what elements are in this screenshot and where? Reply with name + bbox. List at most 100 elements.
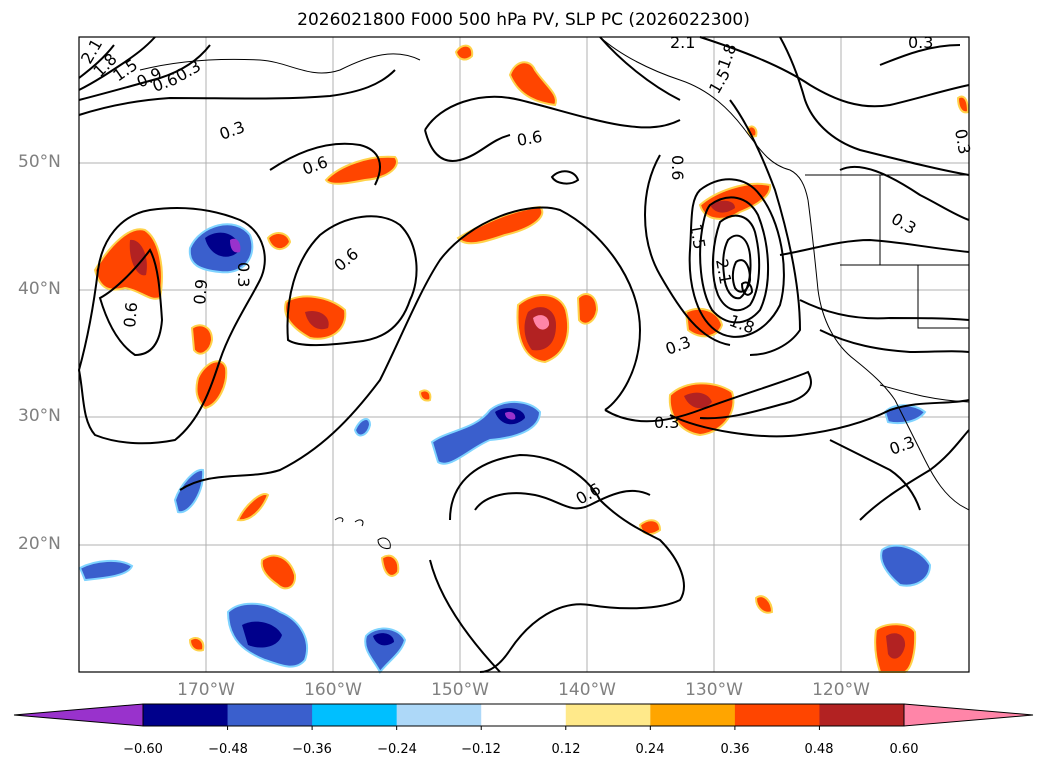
slp-contour-line [78,69,396,116]
slp-contour-line [839,165,970,221]
pv-pos-blob [956,95,970,114]
slp-contour-line [78,44,211,101]
colorbar-extend-high [903,703,1034,727]
lat-tick-label: 30°N [18,406,61,426]
coastline-bc-coast [744,129,809,201]
colorbar-segment [143,704,229,726]
pv-pos-blob [684,392,712,409]
colorbar-tick-label: −0.36 [292,742,332,757]
colorbar-tick-label: 0.12 [551,742,581,757]
pv-pos-blob [418,389,432,402]
contour-label: 0.6 [120,301,141,328]
pv-negative-fills [78,223,932,674]
slp-contour-line [779,36,970,176]
coastline-alaska-panhandle [599,36,746,131]
colorbar-tick-label: −0.24 [377,742,417,757]
colorbar-segment [396,704,482,726]
slp-contour-line [669,399,970,438]
pv-pos-blob [886,633,906,659]
colorbar-segment [312,704,398,726]
slp-contour-line [78,44,115,79]
slp-contour-line [98,248,164,357]
lat-tick-label: 20°N [18,534,61,554]
border-us-mexico [879,384,970,403]
colorbar-segment [481,704,567,726]
slp-contours [77,36,970,673]
slp-contour-line [78,36,156,91]
pv-positive-fills [93,44,970,673]
colorbar-tick-label: 0.24 [635,742,665,757]
pv-neg-blob [505,411,516,420]
pv-pos-blob [188,637,205,652]
lon-tick-label: 140°W [558,680,616,700]
coastline-us-west [807,199,896,401]
colorbar-tick-label: −0.12 [461,742,501,757]
contour-label: 1.5 [686,222,709,250]
gridlines [79,37,969,672]
pv-pos-blob [533,315,550,330]
coastline-aleutians [139,53,421,74]
lon-tick-label: 150°W [431,680,489,700]
slp-contour-line [740,281,754,296]
colorbar-tick-label: 0.36 [720,742,750,757]
slp-contour-line [729,99,802,356]
coastline-hawaii [334,517,391,549]
lon-tick-label: 130°W [685,680,743,700]
lon-tick-label: 170°W [177,680,235,700]
slp-contour-line [688,178,785,338]
pv-pos-blob [305,310,329,330]
slp-contour-line [550,170,580,185]
pv-neg-blob [880,544,932,587]
colorbar-tick-label: 0.48 [804,742,834,757]
slp-contour-line [77,207,266,445]
colorbar-segment [734,704,820,726]
pv-neg-blob [78,560,134,582]
coastline-baja [894,399,970,511]
slp-contour-line [699,196,770,324]
colorbar-segment [565,704,651,726]
slp-contour-line [424,129,511,162]
slp-contour-line [449,453,685,673]
contour-label: 0.6 [515,127,543,150]
pv-pos-blob [454,44,474,61]
slp-contour-line [599,36,681,101]
pv-pos-blob [710,200,735,213]
slp-contour-line [779,238,970,256]
pv-neg-blob [373,633,394,646]
slp-contour-line [179,206,642,491]
slp-contour-line [286,215,418,347]
lat-tick-label: 50°N [18,152,61,172]
colorbar-outline [142,703,905,727]
slp-contour-line [829,439,921,511]
slp-contour-line [474,489,651,511]
slp-contour-line [644,154,731,346]
contour-label: 2.1 [670,33,695,52]
lon-tick-label: 160°W [304,680,362,700]
slp-contour-line [269,142,381,186]
coastlines [139,36,970,549]
contour-label: 0.3 [908,33,933,52]
pv-pos-blob [754,595,774,614]
slp-contour-line [604,370,812,423]
colorbar-segment [650,704,736,726]
slp-contour-line [799,299,970,321]
pv-pos-blob [129,239,147,276]
slp-contour-line [429,559,501,673]
colorbar-tick-label: −0.60 [123,742,163,757]
map-frame-border [78,36,970,673]
lon-tick-label: 120°W [812,680,870,700]
colorbar-segment [227,704,313,726]
slp-contour-line [722,234,752,300]
slp-contour-line [699,36,970,108]
slp-contour-line [711,214,761,312]
contour-label: 0.6 [668,155,687,180]
colorbar-extend-low [13,703,144,727]
slp-contour-line [424,95,681,131]
pv-neg-blob [173,468,205,514]
map-frame-bg [79,37,969,672]
pv-pos-blob [508,61,557,107]
pv-pos-blob [380,554,400,577]
pv-neg-blob [883,404,927,425]
colorbar-tick-label: 0.60 [889,742,919,757]
